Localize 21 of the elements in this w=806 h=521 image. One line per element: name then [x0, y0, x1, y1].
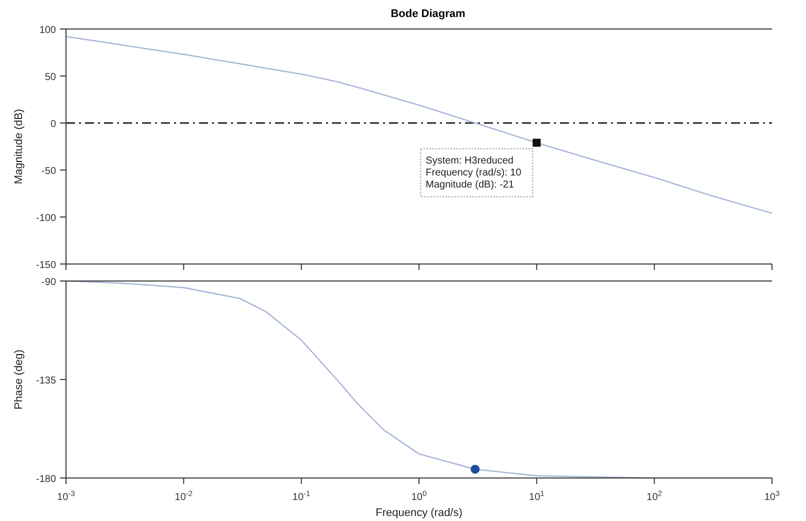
y-tick-label: -90: [42, 277, 56, 288]
y-tick-label: 0: [50, 119, 56, 130]
x-tick-label: 10$^{2}$: [646, 488, 662, 503]
y-axis-title: Magnitude (dB): [12, 108, 25, 184]
y-tick-label: 50: [44, 72, 56, 83]
x-axis-title: Frequency (rad/s): [376, 507, 462, 519]
y-tick-label: -135: [36, 376, 56, 386]
x-tick-label: 10$^{0}$: [411, 488, 427, 503]
x-tick-label: 10$^{3}$: [764, 488, 780, 503]
x-tick-label: 10$^{-1}$: [292, 488, 310, 503]
x-tick-label: 10$^{-3}$: [57, 488, 75, 503]
y-tick-label: -180: [36, 474, 56, 485]
y-tick-label: -100: [36, 213, 56, 224]
x-tick-label: 10$^{-2}$: [174, 488, 193, 503]
chart-title: Bode Diagram: [390, 8, 466, 22]
annotation: System: H3reduced Frequency (rad/s): 10 Magnitude (dB): -21: [426, 156, 522, 191]
y-tick-label: 100: [39, 25, 56, 36]
y-tick-label: -50: [42, 166, 56, 177]
y-tick-label: -150: [36, 260, 56, 271]
y-axis-title: Phase (deg): [12, 350, 25, 410]
x-tick-label: 10$^{1}$: [529, 488, 544, 503]
